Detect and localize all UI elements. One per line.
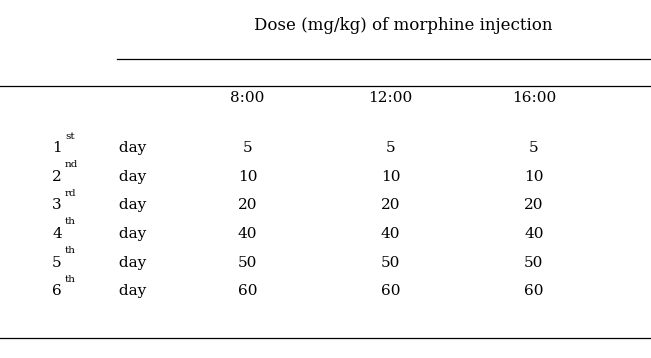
- Text: day: day: [114, 170, 146, 184]
- Text: 6: 6: [52, 284, 62, 298]
- Text: 20: 20: [524, 198, 544, 212]
- Text: 60: 60: [381, 284, 400, 298]
- Text: 40: 40: [238, 227, 257, 241]
- Text: st: st: [65, 131, 75, 141]
- Text: 5: 5: [386, 141, 395, 155]
- Text: 5: 5: [243, 141, 252, 155]
- Text: 60: 60: [524, 284, 544, 298]
- Text: 10: 10: [381, 170, 400, 184]
- Text: th: th: [65, 246, 76, 255]
- Text: 8:00: 8:00: [230, 91, 264, 106]
- Text: day: day: [114, 284, 146, 298]
- Text: 5: 5: [529, 141, 538, 155]
- Text: day: day: [114, 256, 146, 270]
- Text: 1: 1: [52, 141, 62, 155]
- Text: 10: 10: [238, 170, 257, 184]
- Text: day: day: [114, 198, 146, 212]
- Text: th: th: [65, 275, 76, 284]
- Text: 40: 40: [524, 227, 544, 241]
- Text: 40: 40: [381, 227, 400, 241]
- Text: 50: 50: [238, 256, 257, 270]
- Text: 10: 10: [524, 170, 544, 184]
- Text: nd: nd: [65, 160, 79, 169]
- Text: 16:00: 16:00: [512, 91, 556, 106]
- Text: Dose (mg/kg) of morphine injection: Dose (mg/kg) of morphine injection: [255, 16, 553, 34]
- Text: rd: rd: [65, 189, 77, 198]
- Text: day: day: [114, 141, 146, 155]
- Text: 50: 50: [524, 256, 544, 270]
- Text: day: day: [114, 227, 146, 241]
- Text: 20: 20: [381, 198, 400, 212]
- Text: 5: 5: [52, 256, 62, 270]
- Text: 2: 2: [52, 170, 62, 184]
- Text: 4: 4: [52, 227, 62, 241]
- Text: 20: 20: [238, 198, 257, 212]
- Text: 50: 50: [381, 256, 400, 270]
- Text: 3: 3: [52, 198, 62, 212]
- Text: th: th: [65, 217, 76, 227]
- Text: 60: 60: [238, 284, 257, 298]
- Text: 12:00: 12:00: [368, 91, 413, 106]
